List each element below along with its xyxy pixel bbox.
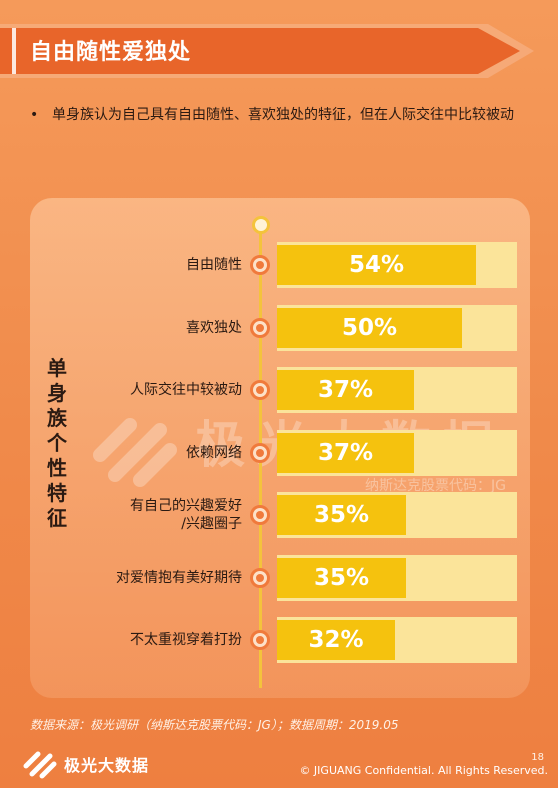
data-label: 37% bbox=[317, 377, 374, 403]
bar-track: 50% bbox=[277, 304, 517, 351]
bar-track: 37% bbox=[277, 367, 517, 413]
bar-track: 32% bbox=[277, 617, 517, 663]
copyright-text: © JIGUANG Confidential. All Rights Reser… bbox=[299, 764, 548, 777]
data-label: 32% bbox=[308, 627, 364, 653]
category-label: 人际交往中较被动 bbox=[130, 382, 242, 398]
bullet-marker: • bbox=[30, 107, 39, 123]
timeline-node-icon bbox=[250, 380, 270, 400]
timeline-node-icon bbox=[250, 442, 270, 463]
category-label: 不太重视穿着打扮 bbox=[130, 632, 242, 648]
data-source-note: 数据来源：极光调研（纳斯达克股票代码：JG）；数据周期：2019.05 bbox=[30, 718, 399, 732]
bar-track: 54% bbox=[277, 242, 517, 288]
bar-track: 37% bbox=[277, 429, 517, 476]
category-label: 依赖网络 bbox=[186, 444, 242, 461]
bar bbox=[277, 370, 414, 410]
banner-arrow-shape bbox=[0, 24, 534, 78]
bar-row: 对爱情抱有美好期待 35% bbox=[0, 553, 558, 603]
page-number: 18 bbox=[531, 752, 544, 763]
footer-logo: 极光大数据 bbox=[22, 746, 172, 780]
jiguang-logo-icon bbox=[23, 751, 57, 779]
data-label: 50% bbox=[341, 314, 398, 341]
bar-track: 35% bbox=[277, 554, 517, 601]
bar bbox=[277, 620, 395, 660]
title-banner: 自由随性爱独处 bbox=[0, 20, 536, 82]
timeline-node-icon bbox=[250, 317, 270, 338]
intro-bullet: • 单身族认为自己具有自由随性、喜欢独处的特征，但在人际交往中比较被动 bbox=[30, 104, 530, 126]
category-label: 自由随性 bbox=[186, 257, 242, 273]
timeline-node-icon bbox=[250, 630, 270, 650]
data-label: 35% bbox=[313, 502, 370, 528]
bar-row: 依赖网络 37% bbox=[0, 428, 558, 478]
data-label: 37% bbox=[317, 439, 374, 466]
timeline-node-icon bbox=[250, 567, 270, 588]
bullet-text: 单身族认为自己具有自由随性、喜欢独处的特征，但在人际交往中比较被动 bbox=[52, 107, 514, 123]
bar bbox=[277, 245, 476, 285]
data-label: 35% bbox=[313, 564, 370, 591]
footer-brand-name: 极光大数据 bbox=[64, 756, 150, 775]
bar-row: 有自己的兴趣爱好 /兴趣圈子 35% bbox=[0, 490, 558, 540]
bar-row: 喜欢独处 50% bbox=[0, 303, 558, 353]
bar bbox=[277, 495, 406, 535]
bar-row: 人际交往中较被动 37% bbox=[0, 365, 558, 415]
bar bbox=[277, 432, 414, 473]
category-label: 有自己的兴趣爱好 /兴趣圈子 bbox=[130, 498, 242, 532]
bar-track: 35% bbox=[277, 492, 517, 538]
category-label: 喜欢独处 bbox=[186, 319, 242, 336]
bar-row: 自由随性 54% bbox=[0, 240, 558, 290]
bar bbox=[277, 307, 462, 348]
data-label: 54% bbox=[348, 252, 405, 278]
chart-side-title: 单身族个性特征 bbox=[47, 356, 67, 530]
bar-row: 不太重视穿着打扮 32% bbox=[0, 615, 558, 665]
timeline-node-icon bbox=[250, 505, 270, 525]
timeline-top-dot bbox=[252, 216, 270, 234]
timeline-node-icon bbox=[250, 255, 270, 275]
bar bbox=[277, 557, 406, 598]
page-title: 自由随性爱独处 bbox=[30, 40, 192, 65]
category-label: 对爱情抱有美好期待 bbox=[116, 569, 242, 586]
